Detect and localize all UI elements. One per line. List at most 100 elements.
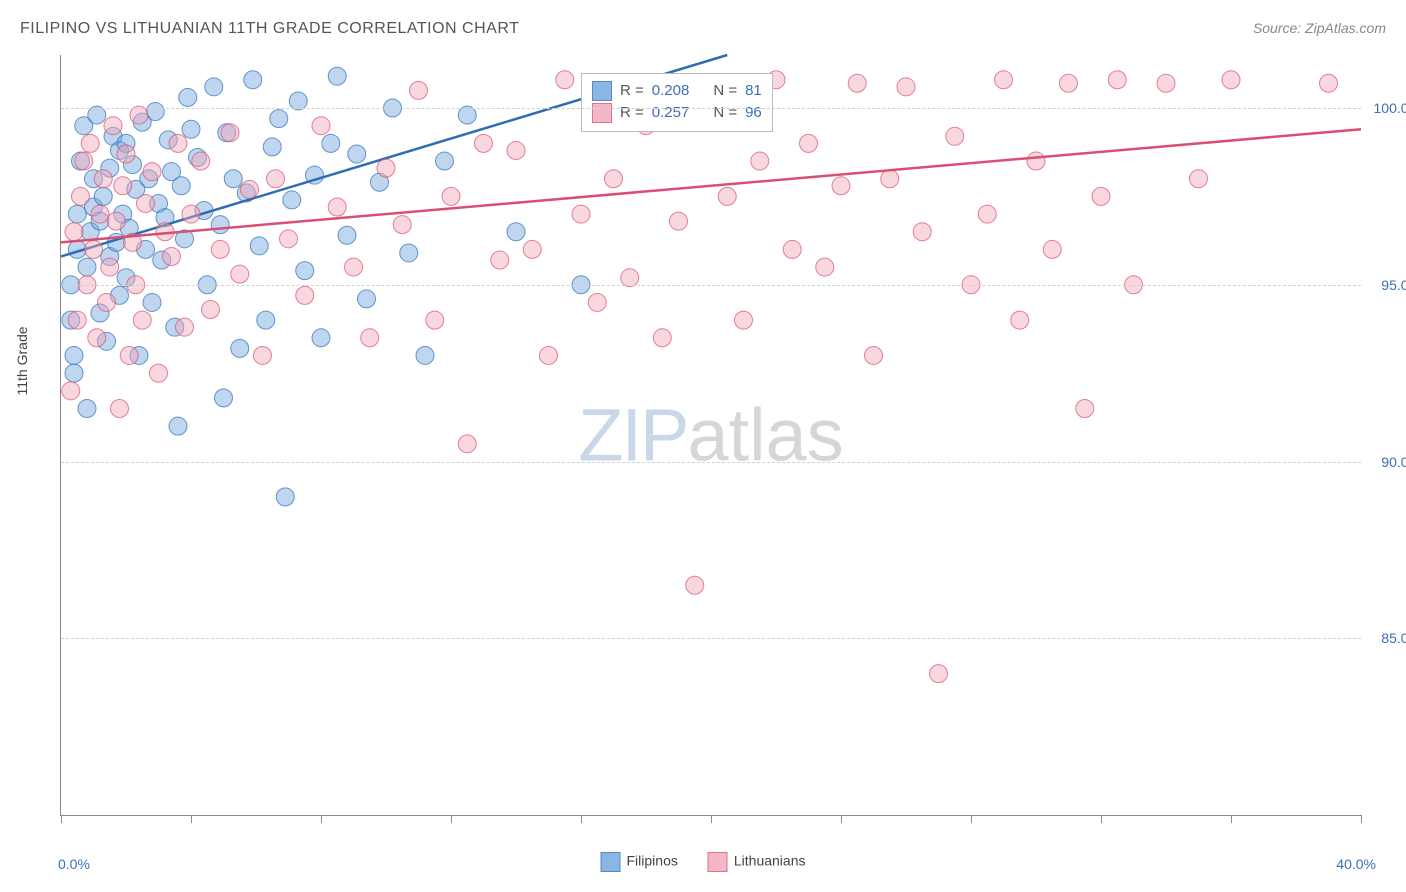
data-point [94, 187, 112, 205]
data-point [78, 258, 96, 276]
data-point [120, 346, 138, 364]
x-tick [1101, 815, 1102, 823]
data-point [410, 81, 428, 99]
stats-swatch-2 [592, 103, 612, 123]
data-point [881, 170, 899, 188]
data-point [978, 205, 996, 223]
data-point [1092, 187, 1110, 205]
data-point [930, 665, 948, 683]
data-point [1190, 170, 1208, 188]
x-tick [191, 815, 192, 823]
data-point [176, 318, 194, 336]
scatter-svg [61, 55, 1361, 815]
legend: Filipinos Lithuanians [601, 852, 806, 872]
data-point [588, 293, 606, 311]
legend-swatch-1 [601, 852, 621, 872]
data-point [832, 177, 850, 195]
stats-row-1: R = 0.208 N = 81 [592, 80, 762, 103]
x-axis-max-label: 40.0% [1336, 856, 1376, 872]
data-point [491, 251, 509, 269]
data-point [296, 262, 314, 280]
data-point [361, 329, 379, 347]
data-point [205, 78, 223, 96]
data-point [653, 329, 671, 347]
data-point [263, 138, 281, 156]
data-point [78, 399, 96, 417]
x-tick [61, 815, 62, 823]
stats-row-2: R = 0.257 N = 96 [592, 102, 762, 125]
data-point [267, 170, 285, 188]
data-point [143, 163, 161, 181]
data-point [107, 212, 125, 230]
data-point [1108, 71, 1126, 89]
data-point [865, 346, 883, 364]
data-point [816, 258, 834, 276]
data-point [946, 127, 964, 145]
data-point [221, 124, 239, 142]
data-point [254, 346, 272, 364]
data-point [98, 293, 116, 311]
x-tick [581, 815, 582, 823]
gridline [61, 638, 1361, 639]
data-point [150, 364, 168, 382]
n-label-1: N = [713, 80, 737, 103]
data-point [1320, 74, 1338, 92]
data-point [312, 329, 330, 347]
data-point [995, 71, 1013, 89]
data-point [111, 399, 129, 417]
data-point [211, 240, 229, 258]
data-point [179, 88, 197, 106]
data-point [897, 78, 915, 96]
y-tick-label: 85.0% [1381, 630, 1406, 646]
data-point [475, 134, 493, 152]
data-point [328, 67, 346, 85]
n-value-2: 96 [745, 102, 762, 125]
data-point [81, 134, 99, 152]
data-point [458, 435, 476, 453]
data-point [91, 205, 109, 223]
data-point [104, 117, 122, 135]
data-point [65, 364, 83, 382]
data-point [250, 237, 268, 255]
r-label-2: R = [620, 102, 644, 125]
data-point [62, 382, 80, 400]
legend-item-1: Filipinos [601, 852, 678, 872]
legend-item-2: Lithuanians [708, 852, 806, 872]
data-point [1157, 74, 1175, 92]
data-point [280, 230, 298, 248]
data-point [400, 244, 418, 262]
data-point [393, 216, 411, 234]
data-point [735, 311, 753, 329]
x-tick [451, 815, 452, 823]
data-point [1011, 311, 1029, 329]
y-tick-label: 95.0% [1381, 277, 1406, 293]
legend-swatch-2 [708, 852, 728, 872]
data-point [202, 301, 220, 319]
r-label-1: R = [620, 80, 644, 103]
data-point [75, 152, 93, 170]
y-tick-label: 100.0% [1374, 100, 1406, 116]
n-value-1: 81 [745, 80, 762, 103]
data-point [169, 417, 187, 435]
data-point [94, 170, 112, 188]
data-point [913, 223, 931, 241]
y-tick-label: 90.0% [1381, 454, 1406, 470]
data-point [751, 152, 769, 170]
data-point [137, 194, 155, 212]
data-point [224, 170, 242, 188]
stats-swatch-1 [592, 81, 612, 101]
data-point [540, 346, 558, 364]
data-point [276, 488, 294, 506]
data-point [231, 339, 249, 357]
data-point [783, 240, 801, 258]
gridline [61, 108, 1361, 109]
data-point [322, 134, 340, 152]
chart-title: FILIPINO VS LITHUANIAN 11TH GRADE CORREL… [20, 20, 519, 38]
data-point [143, 293, 161, 311]
data-point [68, 205, 86, 223]
data-point [169, 134, 187, 152]
data-point [556, 71, 574, 89]
data-point [215, 389, 233, 407]
data-point [718, 187, 736, 205]
gridline [61, 462, 1361, 463]
